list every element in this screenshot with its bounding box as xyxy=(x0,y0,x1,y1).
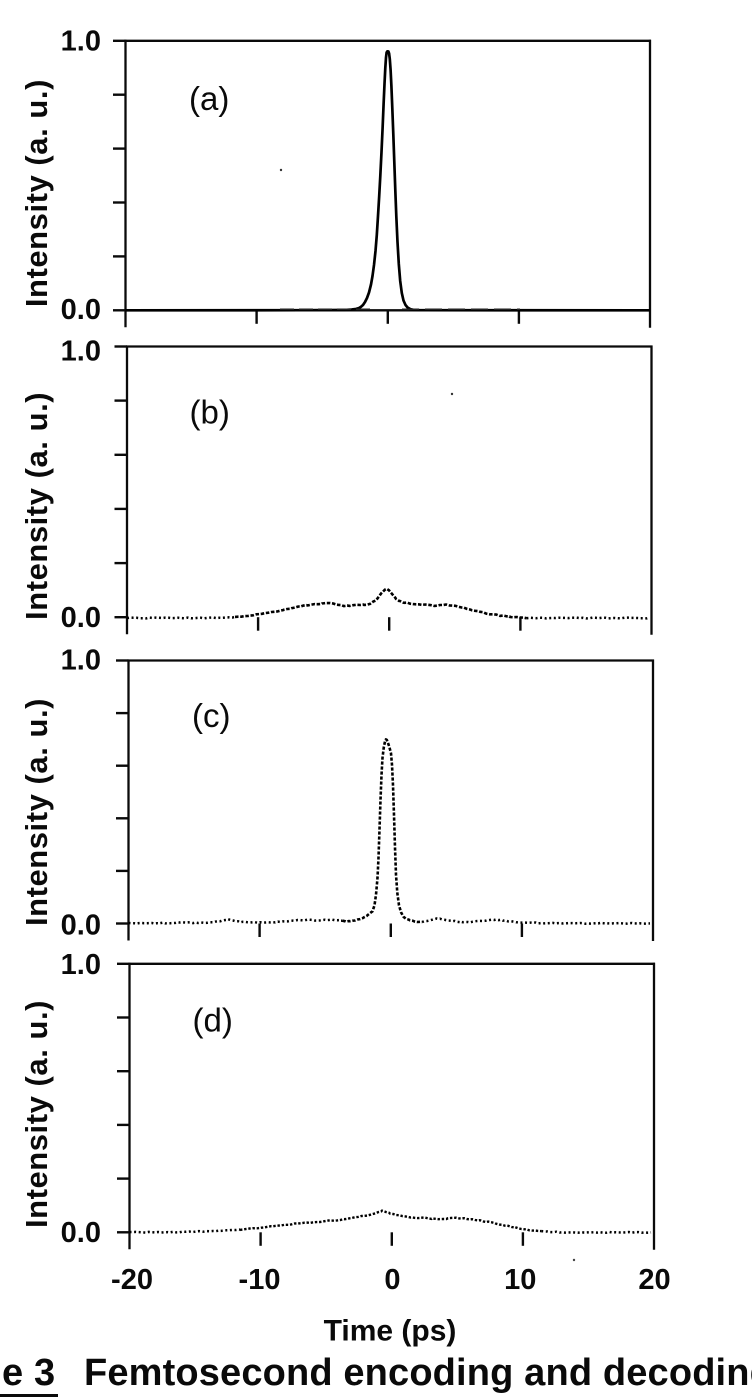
svg-text:0.0: 0.0 xyxy=(61,294,101,326)
svg-text:Time (ps): Time (ps) xyxy=(324,1315,457,1348)
svg-text:-20: -20 xyxy=(111,1264,153,1296)
svg-text:0.0: 0.0 xyxy=(61,602,101,634)
svg-text:1.0: 1.0 xyxy=(61,336,101,368)
svg-text:(a): (a) xyxy=(189,80,229,117)
svg-text:(b): (b) xyxy=(190,394,230,431)
svg-text:1.0: 1.0 xyxy=(61,26,101,58)
svg-text:-10: -10 xyxy=(239,1264,281,1296)
svg-text:1.0: 1.0 xyxy=(61,949,101,981)
svg-text:10: 10 xyxy=(504,1264,536,1296)
svg-text:(c): (c) xyxy=(192,697,230,734)
svg-text:e 3: e 3 xyxy=(2,1352,55,1394)
svg-text:0.0: 0.0 xyxy=(61,1217,101,1249)
svg-text:Intensity (a. u.): Intensity (a. u.) xyxy=(19,1000,54,1228)
svg-text:Femtosecond encoding and decod: Femtosecond encoding and decoding xyxy=(84,1352,752,1394)
svg-text:Intensity (a. u.): Intensity (a. u.) xyxy=(19,698,54,926)
svg-text:1.0: 1.0 xyxy=(61,645,101,677)
svg-text:0: 0 xyxy=(384,1264,400,1296)
svg-text:Intensity (a. u.): Intensity (a. u.) xyxy=(19,392,54,620)
svg-text:Intensity (a. u.): Intensity (a. u.) xyxy=(19,79,54,307)
svg-text:(d): (d) xyxy=(193,1002,233,1039)
svg-text:20: 20 xyxy=(638,1264,670,1296)
svg-text:0.0: 0.0 xyxy=(61,910,101,942)
